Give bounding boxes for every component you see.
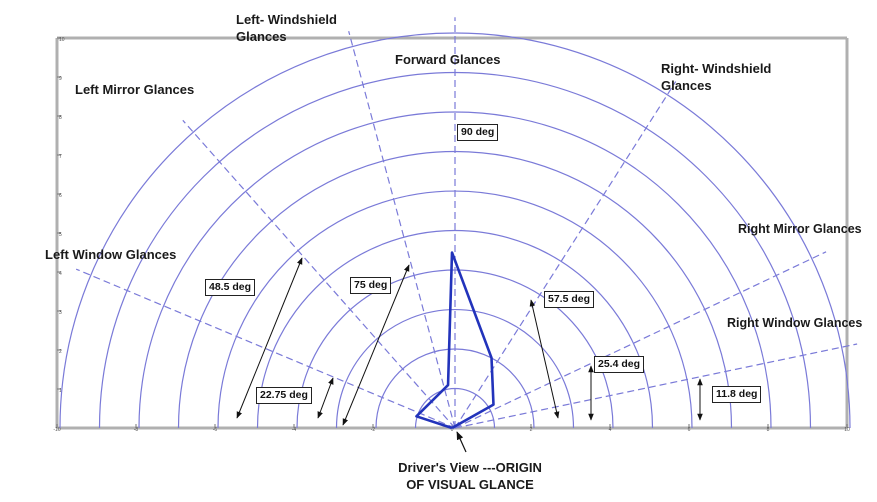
x-tick-label: 10 <box>844 427 850 433</box>
angle-box-25-4: 25.4 deg <box>594 356 645 373</box>
angle-arrow <box>236 257 303 419</box>
y-tick-label: 2 <box>59 349 62 355</box>
label-right-windshield-line2: Glances <box>661 78 712 93</box>
angle-arrow <box>342 264 410 426</box>
x-tick-label: 2 <box>530 427 533 433</box>
x-tick-label: -2 <box>371 427 376 433</box>
origin-caption-line2: OF VISUAL GLANCE <box>406 477 534 492</box>
glance-distribution-line <box>415 251 495 430</box>
label-left-mirror: Left Mirror Glances <box>75 82 195 97</box>
label-left-windshield-line1: Left- Windshield <box>236 12 337 27</box>
angle-box-57-5: 57.5 deg <box>544 291 595 308</box>
x-tick-label: 4 <box>609 427 612 433</box>
glance-region-boundary <box>348 31 456 429</box>
x-tick-label: 0 <box>451 427 454 433</box>
glance-region-boundary <box>182 119 456 429</box>
origin-caption: Driver's View ---ORIGIN OF VISUAL GLANCE <box>380 459 560 493</box>
y-tick-label: 1 <box>59 388 62 394</box>
glance-region-boundary <box>454 251 827 429</box>
x-tick-label: -4 <box>292 427 297 433</box>
label-left-windshield: Left- Windshield Glances <box>236 11 337 45</box>
y-tick-label: 10 <box>59 37 65 43</box>
x-tick-label: -8 <box>134 427 139 433</box>
angle-box-90: 90 deg <box>457 124 499 141</box>
label-right-windshield: Right- Windshield Glances <box>661 60 771 94</box>
label-left-window: Left Window Glances <box>45 247 177 262</box>
range-semicircle <box>59 32 851 429</box>
angle-box-75: 75 deg <box>350 277 392 294</box>
y-tick-label: 3 <box>59 310 62 316</box>
label-forward: Forward Glances <box>395 52 501 67</box>
y-tick-label: 9 <box>59 76 62 82</box>
angle-box-11-8: 11.8 deg <box>712 386 762 403</box>
angle-box-48-5: 48.5 deg <box>205 279 256 296</box>
y-tick-label: 4 <box>59 271 62 277</box>
x-tick-label: 8 <box>767 427 770 433</box>
y-tick-label: 6 <box>59 193 62 199</box>
range-semicircle <box>138 111 772 429</box>
y-tick-label: 7 <box>59 154 62 160</box>
x-tick-label: 6 <box>688 427 691 433</box>
angle-arrow <box>529 299 560 419</box>
origin-caption-line1: Driver's View ---ORIGIN <box>398 460 542 475</box>
label-right-mirror: Right Mirror Glances <box>738 222 862 236</box>
y-tick-label: 5 <box>59 232 62 238</box>
x-tick-label: -10 <box>53 427 60 433</box>
angle-arrow <box>317 377 334 419</box>
label-right-windshield-line1: Right- Windshield <box>661 61 772 76</box>
label-right-window: Right Window Glances <box>727 316 863 330</box>
y-tick-label: 8 <box>59 115 62 121</box>
label-left-windshield-line2: Glances <box>236 29 287 44</box>
x-tick-label: -6 <box>213 427 218 433</box>
angle-box-22-75: 22.75 deg <box>256 387 312 404</box>
origin-pointer-arrow <box>456 431 467 453</box>
glance-region-boundary <box>454 343 858 429</box>
